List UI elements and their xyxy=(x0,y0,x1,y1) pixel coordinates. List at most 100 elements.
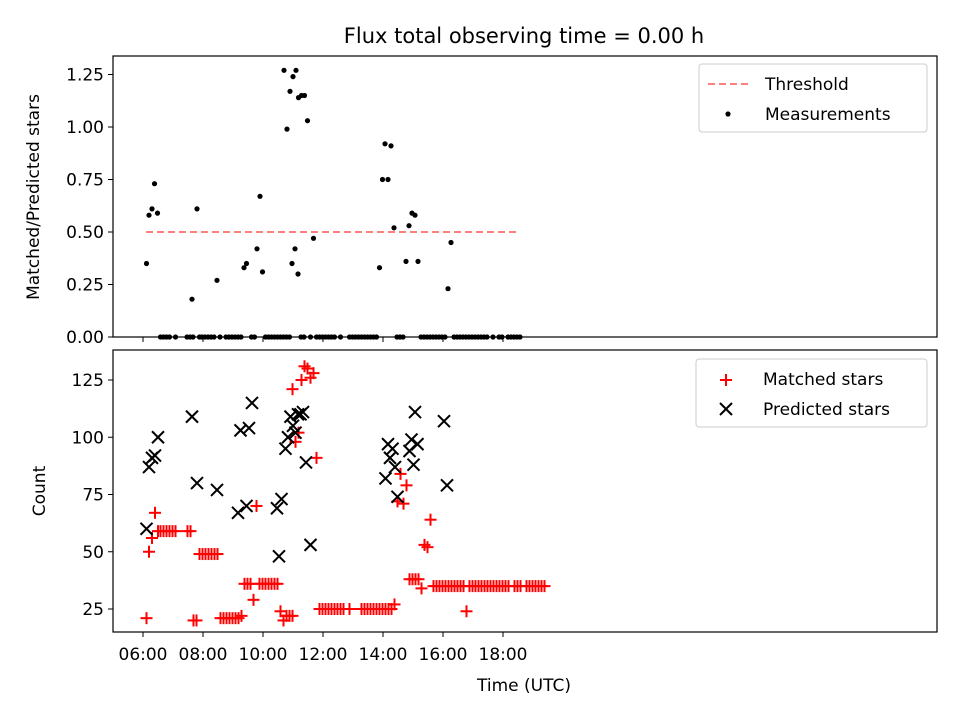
predicted-star-stroke-b xyxy=(296,405,310,419)
predicted-star-point xyxy=(231,506,245,520)
predicted-star-stroke-b xyxy=(388,460,402,474)
matched-star-point xyxy=(169,525,182,538)
bottom-legend-box xyxy=(695,358,928,428)
predicted-star-stroke-b xyxy=(286,419,300,433)
measurements-legend-swatch xyxy=(725,111,731,117)
predicted-star-stroke-b xyxy=(288,425,303,440)
matched-star-point xyxy=(295,374,308,386)
predicted-star-stroke-b xyxy=(245,396,259,410)
predicted-star-stroke-b xyxy=(139,522,154,536)
measurement-point xyxy=(289,260,295,267)
measurement-point xyxy=(146,212,152,218)
predicted-star-stroke-b xyxy=(185,409,199,424)
predicted-star-point xyxy=(390,490,405,504)
measurement-point xyxy=(194,206,200,212)
top-ytick-label: 0.25 xyxy=(66,276,104,296)
matched-star-point xyxy=(307,367,320,380)
predicted-legend-label: Predicted stars xyxy=(763,400,890,420)
predicted-star-stroke-b xyxy=(151,430,165,444)
matched-star-point xyxy=(394,467,407,480)
measurement-point xyxy=(445,286,451,292)
measurement-point xyxy=(293,67,299,73)
measurement-point xyxy=(281,67,287,73)
predicted-star-point xyxy=(139,522,154,536)
measurement-point xyxy=(295,271,301,277)
measurement-point xyxy=(241,265,247,271)
chart-title: Flux total observing time = 0.00 h xyxy=(344,24,704,48)
measurement-point xyxy=(292,246,298,252)
predicted-star-point xyxy=(299,455,313,470)
predicted-star-stroke-b xyxy=(272,549,286,564)
predicted-star-stroke-b xyxy=(242,421,256,435)
predicted-star-point xyxy=(148,448,162,463)
predicted-star-point xyxy=(408,405,422,419)
matched-star-point xyxy=(421,541,434,554)
bottom-ytick-label: 125 xyxy=(72,371,104,391)
measurement-point xyxy=(259,269,266,275)
predicted-star-point xyxy=(378,471,393,486)
measurement-point xyxy=(403,258,409,264)
top-ylabel: Matched/Predicted stars xyxy=(24,94,44,300)
predicted-star-point xyxy=(239,499,254,513)
predicted-star-stroke-b xyxy=(231,506,245,520)
measurement-point xyxy=(149,206,155,212)
predicted-star-point xyxy=(278,441,293,456)
predicted-star-point xyxy=(233,423,248,438)
matched-star-point xyxy=(460,605,473,618)
predicted-star-point xyxy=(274,492,289,506)
measurement-point xyxy=(214,277,220,283)
predicted-star-stroke-b xyxy=(440,478,454,493)
predicted-star-point xyxy=(190,476,204,490)
predicted-star-stroke-b xyxy=(303,538,318,552)
matched-star-point xyxy=(310,451,323,464)
measurement-point xyxy=(391,225,397,231)
matched-star-point xyxy=(247,593,260,606)
predicted-star-point xyxy=(296,405,310,419)
measurement-point xyxy=(406,223,412,229)
matched-star-point xyxy=(184,525,197,538)
measurement-point xyxy=(284,126,290,132)
predicted-star-point xyxy=(151,430,165,444)
predicted-star-point xyxy=(270,501,284,515)
measurement-point xyxy=(382,141,388,147)
xtick-label: 12:00 xyxy=(299,645,348,665)
bottom-ytick-label: 25 xyxy=(82,600,104,620)
predicted-legend-swatch xyxy=(719,402,733,416)
top-ytick-label: 1.25 xyxy=(66,66,104,86)
measurement-point xyxy=(388,143,394,149)
bottom-plot-frame xyxy=(112,349,938,633)
matched-star-point xyxy=(250,499,263,512)
matched-star-point xyxy=(538,580,551,593)
predicted-star-stroke-b xyxy=(390,490,405,504)
top-plot-panel: 0.00 0.25 0.50 0.75 1.00 1.25 Matched/Predict… xyxy=(24,55,938,348)
measurement-point xyxy=(151,181,158,187)
matched-star-point xyxy=(415,582,428,595)
predicted-star-stroke-b xyxy=(410,437,425,451)
xtick-label: 10:00 xyxy=(239,645,288,665)
measurements-legend-label: Measurements xyxy=(765,105,891,125)
predicted-star-point xyxy=(437,414,451,428)
predicted-star-stroke-b xyxy=(383,451,397,465)
bottom-legend: Matched stars Predicted stars xyxy=(695,358,928,428)
measurement-point xyxy=(189,296,195,302)
matched-star-point xyxy=(149,506,161,519)
top-ytick-label: 0.00 xyxy=(66,328,104,348)
predicted-star-point xyxy=(406,458,421,472)
predicted-star-point xyxy=(288,425,303,440)
predicted-star-stroke-b xyxy=(299,455,313,470)
bottom-plot-content: 25 50 75 100 125 06:00 08:00 10:00 12:00 14:00 16:… xyxy=(72,360,551,665)
top-legend-box xyxy=(698,63,928,133)
measurement-point xyxy=(301,92,308,99)
predicted-star-stroke-b xyxy=(281,430,295,444)
matched-star-point xyxy=(286,609,299,622)
threshold-legend-label: Threshold xyxy=(764,75,849,95)
measurement-point xyxy=(379,176,386,183)
measurement-point xyxy=(143,260,150,267)
matched-star-point xyxy=(235,609,248,622)
matched-star-point xyxy=(140,612,153,625)
matched-star-point xyxy=(271,577,284,590)
predicted-star-point xyxy=(272,549,286,564)
top-ytick-label: 1.00 xyxy=(66,118,104,138)
matched-star-point xyxy=(211,548,224,561)
predicted-star-stroke-b xyxy=(142,460,156,474)
